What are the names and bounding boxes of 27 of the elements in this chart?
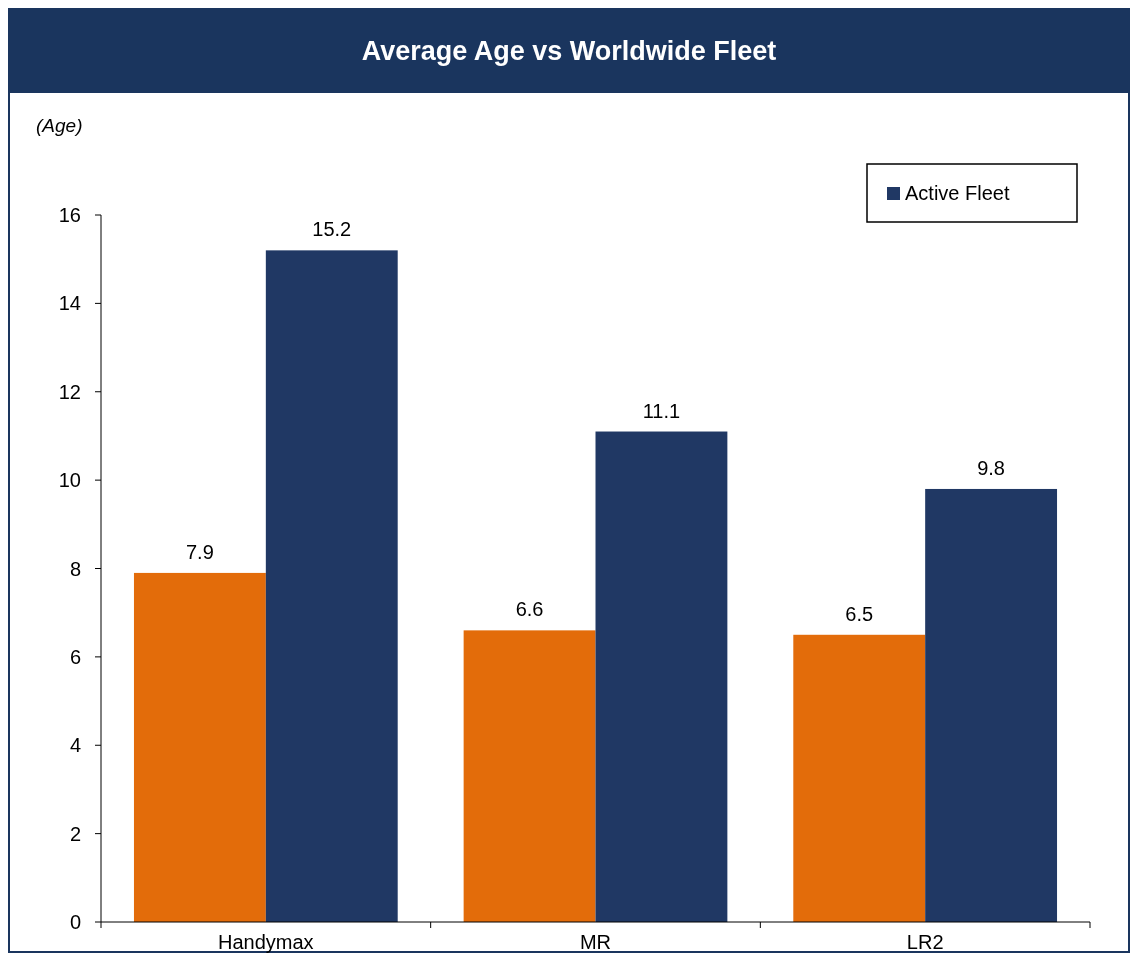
legend-label: Active Fleet xyxy=(905,182,1010,204)
bar xyxy=(793,634,926,922)
x-tick-label: MR xyxy=(579,931,612,953)
bar xyxy=(265,250,398,922)
y-axis-title: (Age) xyxy=(36,115,83,136)
y-tick-label: 0 xyxy=(69,911,81,933)
y-tick-label: 8 xyxy=(69,557,81,580)
data-label: 6.6 xyxy=(515,598,544,621)
y-tick-label: 4 xyxy=(69,734,81,757)
bar xyxy=(925,488,1058,922)
x-tick-label: LR2 xyxy=(906,931,944,953)
data-label: 15.2 xyxy=(312,218,352,241)
y-tick-label: 10 xyxy=(58,469,81,492)
y-tick-label: 6 xyxy=(69,645,81,668)
y-tick-label: 16 xyxy=(58,204,81,226)
y-tick-label: 2 xyxy=(69,822,81,845)
bar xyxy=(595,431,728,922)
chart-title: Average Age vs Worldwide Fleet xyxy=(361,36,777,66)
y-tick-label: 12 xyxy=(58,380,81,403)
data-label: 11.1 xyxy=(642,399,681,422)
data-label: 6.5 xyxy=(845,602,874,625)
bar xyxy=(463,630,596,922)
data-label: 7.9 xyxy=(185,540,214,563)
data-label: 9.8 xyxy=(977,456,1006,479)
bar xyxy=(133,572,266,922)
y-tick-label: 14 xyxy=(58,292,81,315)
x-tick-label: Handymax xyxy=(218,931,314,953)
